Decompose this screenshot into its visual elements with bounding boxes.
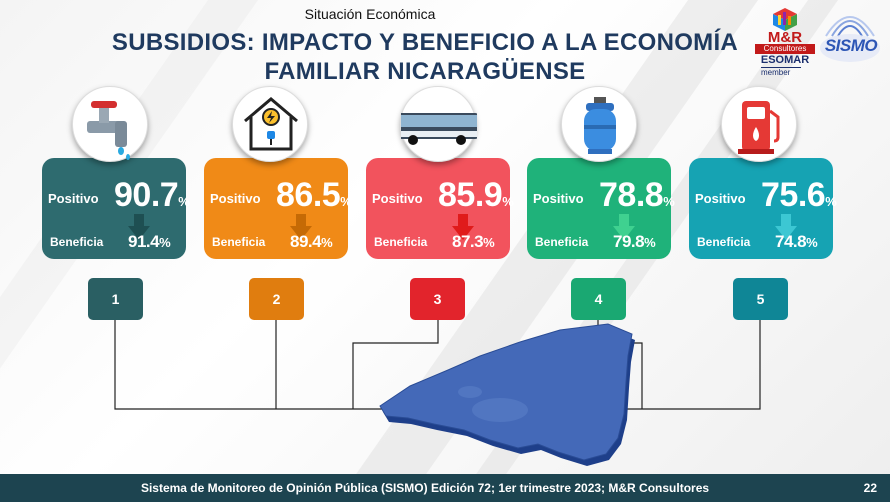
bus-icon-circle bbox=[400, 86, 477, 162]
cube-icon bbox=[773, 8, 797, 31]
electricity-house-icon bbox=[244, 97, 298, 151]
number-box-3: 3 bbox=[410, 278, 465, 320]
subsidy-card-fuel: Positivo 75.6% Beneficia 74.8% bbox=[689, 158, 837, 259]
mr-logo-text: M&R bbox=[767, 29, 803, 46]
beneficia-value: 89.4% bbox=[290, 232, 333, 251]
arrow-down-icon bbox=[775, 214, 797, 240]
gas-cylinder-icon bbox=[584, 97, 616, 154]
footer-bar: Sistema de Monitoreo de Opinión Pública … bbox=[0, 474, 890, 502]
positivo-value: 75.6% bbox=[761, 176, 837, 214]
positivo-label: Positivo bbox=[695, 191, 746, 206]
beneficia-value: 74.8% bbox=[775, 232, 818, 251]
title-line-2: FAMILIAR NICARAGÜENSE bbox=[264, 58, 586, 85]
fuel-pump-icon-circle bbox=[721, 86, 797, 162]
sismo-logo-text: SISMO bbox=[824, 36, 878, 55]
nicaragua-map bbox=[379, 323, 635, 466]
bus-icon bbox=[401, 113, 477, 145]
arrow-down-icon bbox=[452, 214, 474, 240]
water-tap-icon-circle bbox=[72, 86, 148, 162]
beneficia-label: Beneficia bbox=[374, 235, 428, 249]
esomar-text: ESOMAR bbox=[760, 54, 810, 66]
beneficia-label: Beneficia bbox=[50, 235, 104, 249]
page-number: 22 bbox=[863, 481, 877, 495]
number-box-5: 5 bbox=[733, 278, 788, 320]
title-line-1: SUBSIDIOS: IMPACTO Y BENEFICIO A LA ECON… bbox=[111, 29, 739, 56]
gas-cylinder-icon-circle bbox=[561, 86, 637, 162]
electricity-house-icon-circle bbox=[232, 86, 308, 162]
number-box-4: 4 bbox=[571, 278, 626, 320]
mr-consultores-logo: M&R Consultores ESOMAR member bbox=[755, 6, 815, 78]
beneficia-label: Beneficia bbox=[535, 235, 589, 249]
beneficia-value: 91.4% bbox=[128, 232, 171, 251]
arrow-down-icon bbox=[613, 214, 635, 240]
subsidy-card-transport: Positivo 85.9% Beneficia 87.3% bbox=[366, 158, 514, 259]
page-title: SUBSIDIOS: IMPACTO Y BENEFICIO A LA ECON… bbox=[0, 28, 850, 86]
subsidy-card-electricity: Positivo 86.5% Beneficia 89.4% bbox=[204, 158, 352, 259]
connector-line-3 bbox=[352, 320, 439, 409]
sismo-waves-icon bbox=[820, 16, 880, 62]
sismo-logo: SISMO bbox=[818, 14, 882, 68]
beneficia-label: Beneficia bbox=[697, 235, 751, 249]
positivo-value: 85.9% bbox=[438, 176, 514, 214]
water-tap-icon bbox=[87, 101, 130, 160]
positivo-label: Positivo bbox=[372, 191, 423, 206]
footer-text: Sistema de Monitoreo de Opinión Pública … bbox=[140, 481, 710, 495]
beneficia-label: Beneficia bbox=[212, 235, 266, 249]
beneficia-value: 87.3% bbox=[452, 232, 495, 251]
mr-logo-subtext: Consultores bbox=[755, 44, 815, 54]
positivo-value: 86.5% bbox=[276, 176, 352, 214]
positivo-value: 78.8% bbox=[599, 176, 675, 214]
subsidy-card-water: Positivo 90.7% Beneficia 91.4% bbox=[42, 158, 190, 259]
number-box-1: 1 bbox=[88, 278, 143, 320]
number-box-2: 2 bbox=[249, 278, 304, 320]
positivo-label: Positivo bbox=[48, 191, 99, 206]
arrow-down-icon bbox=[290, 214, 312, 240]
connector-line-1 bbox=[114, 320, 390, 410]
positivo-label: Positivo bbox=[533, 191, 584, 206]
positivo-value: 90.7% bbox=[114, 176, 190, 214]
positivo-label: Positivo bbox=[210, 191, 261, 206]
subsidy-card-gas: Positivo 78.8% Beneficia 79.8% bbox=[527, 158, 675, 259]
fuel-pump-icon bbox=[738, 101, 780, 154]
section-label: Situación Económica bbox=[304, 6, 436, 22]
beneficia-value: 79.8% bbox=[613, 232, 656, 251]
esomar-member-text: member bbox=[761, 67, 801, 78]
arrow-down-icon bbox=[128, 214, 150, 240]
